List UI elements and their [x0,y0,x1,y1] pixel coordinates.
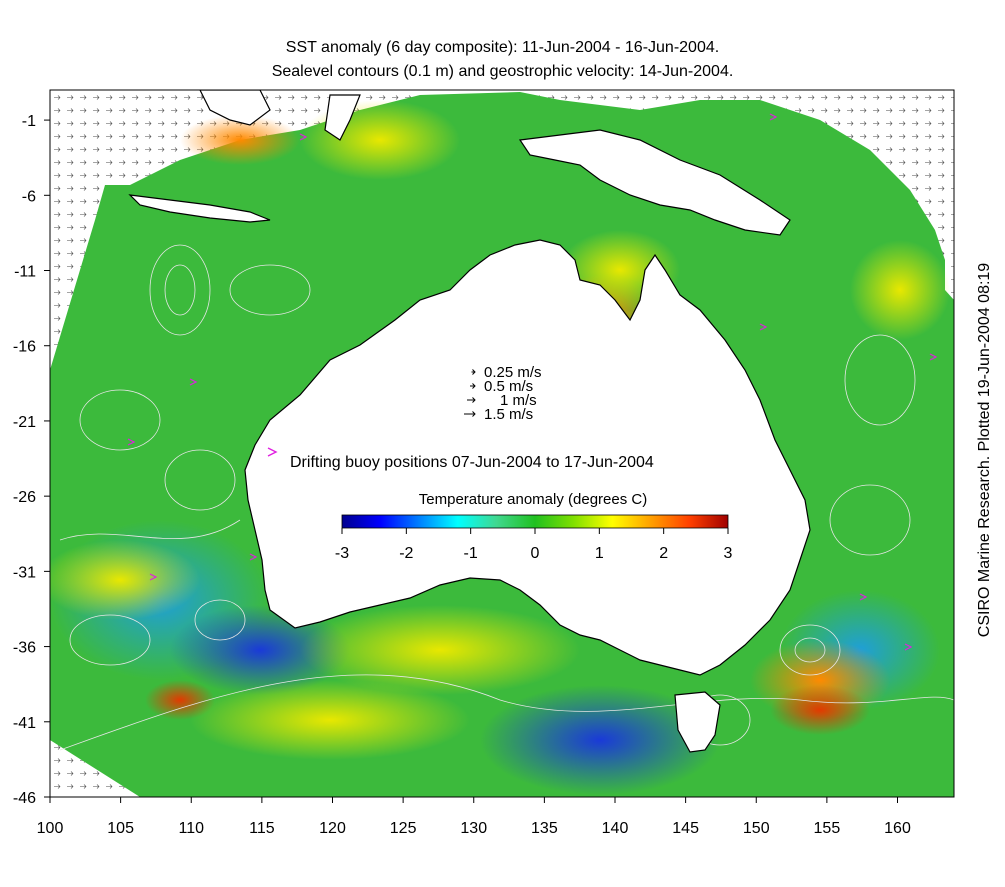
buoy-legend-marker [267,447,278,457]
java-landmass [128,194,271,223]
colorbar-ramp [341,514,729,529]
y-tick-label: -41 [13,715,36,732]
x-tick-label: 130 [460,820,487,837]
velocity-legend-arrow [464,411,476,417]
borneo-landmass [199,90,271,126]
colorbar-tick-label: -3 [335,545,349,562]
velocity-legend-label: 0.5 m/s [484,378,533,395]
plot-frame [49,89,955,798]
colorbar-title: Temperature anomaly (degrees C) [419,491,647,508]
buoy-legend-label: Drifting buoy positions 07-Jun-2004 to 1… [290,454,654,471]
y-tick-label: -1 [22,113,36,130]
colorbar-tick-label: 0 [531,545,540,562]
new-guinea-landmass [518,129,791,236]
colorbar-tick-label: 2 [659,545,668,562]
tasmania-landmass [674,691,721,753]
velocity-legend-arrow [471,369,476,375]
x-tick-label: 145 [672,820,699,837]
x-tick-label: 105 [107,820,134,837]
velocity-legend-arrow [470,383,476,389]
y-tick-label: -46 [13,790,36,807]
x-tick-label: 160 [884,820,911,837]
colorbar: Temperature anomaly (degrees C) -3 -2 -1 0 1… [335,491,733,562]
x-tick-label: 125 [390,820,417,837]
x-tick-label: 115 [249,820,275,837]
credit-text: CSIRO Marine Research. Plotted 19-Jun-20… [976,262,993,638]
title-line-1: SST anomaly (6 day composite): 11-Jun-20… [285,39,720,56]
x-axis: 100 105 110 115 120 125 130 135 140 145 150 155 160 [37,797,911,837]
velocity-legend: 0.25 m/s0.5 m/s1 m/s1.5 m/s [464,364,542,423]
y-tick-label: -31 [13,564,36,581]
y-tick-label: -36 [13,640,36,657]
y-tick-label: -21 [13,414,36,431]
velocity-legend-label: 0.25 m/s [484,364,542,381]
australia-landmass [244,239,811,676]
sulawesi-landmass [324,94,361,141]
x-tick-label: 120 [319,820,346,837]
x-tick-label: 110 [178,820,204,837]
x-tick-label: 140 [602,820,629,837]
y-tick-label: -6 [22,188,36,205]
land [128,90,811,753]
sealevel-contours [59,244,954,751]
x-tick-label: 100 [37,820,64,837]
x-tick-label: 150 [743,820,770,837]
y-tick-label: -26 [13,489,36,506]
y-axis: -1 -6 -11 -16 -21 -26 -31 -36 -41 -46 [13,113,50,807]
colorbar-tick-label: -2 [399,545,413,562]
colorbar-tick-label: -1 [464,545,478,562]
title-line-2: Sealevel contours (0.1 m) and geostrophi… [271,63,734,80]
x-tick-label: 135 [531,820,558,837]
buoy-legend: Drifting buoy positions 07-Jun-2004 to 1… [267,447,654,471]
x-tick-label: 155 [814,820,841,837]
colorbar-tick-label: 3 [724,545,733,562]
velocity-legend-label: 1.5 m/s [484,406,533,423]
drifting-buoy-markers [127,113,938,651]
colorbar-tick-label: 1 [595,545,604,562]
colorbar-ticks: -3 -2 -1 0 1 2 3 [335,528,733,562]
y-tick-label: -11 [14,264,36,281]
y-tick-label: -16 [13,339,36,356]
velocity-legend-label: 1 m/s [500,392,537,409]
velocity-legend-arrow [467,397,476,403]
map-plot-area [50,90,954,797]
